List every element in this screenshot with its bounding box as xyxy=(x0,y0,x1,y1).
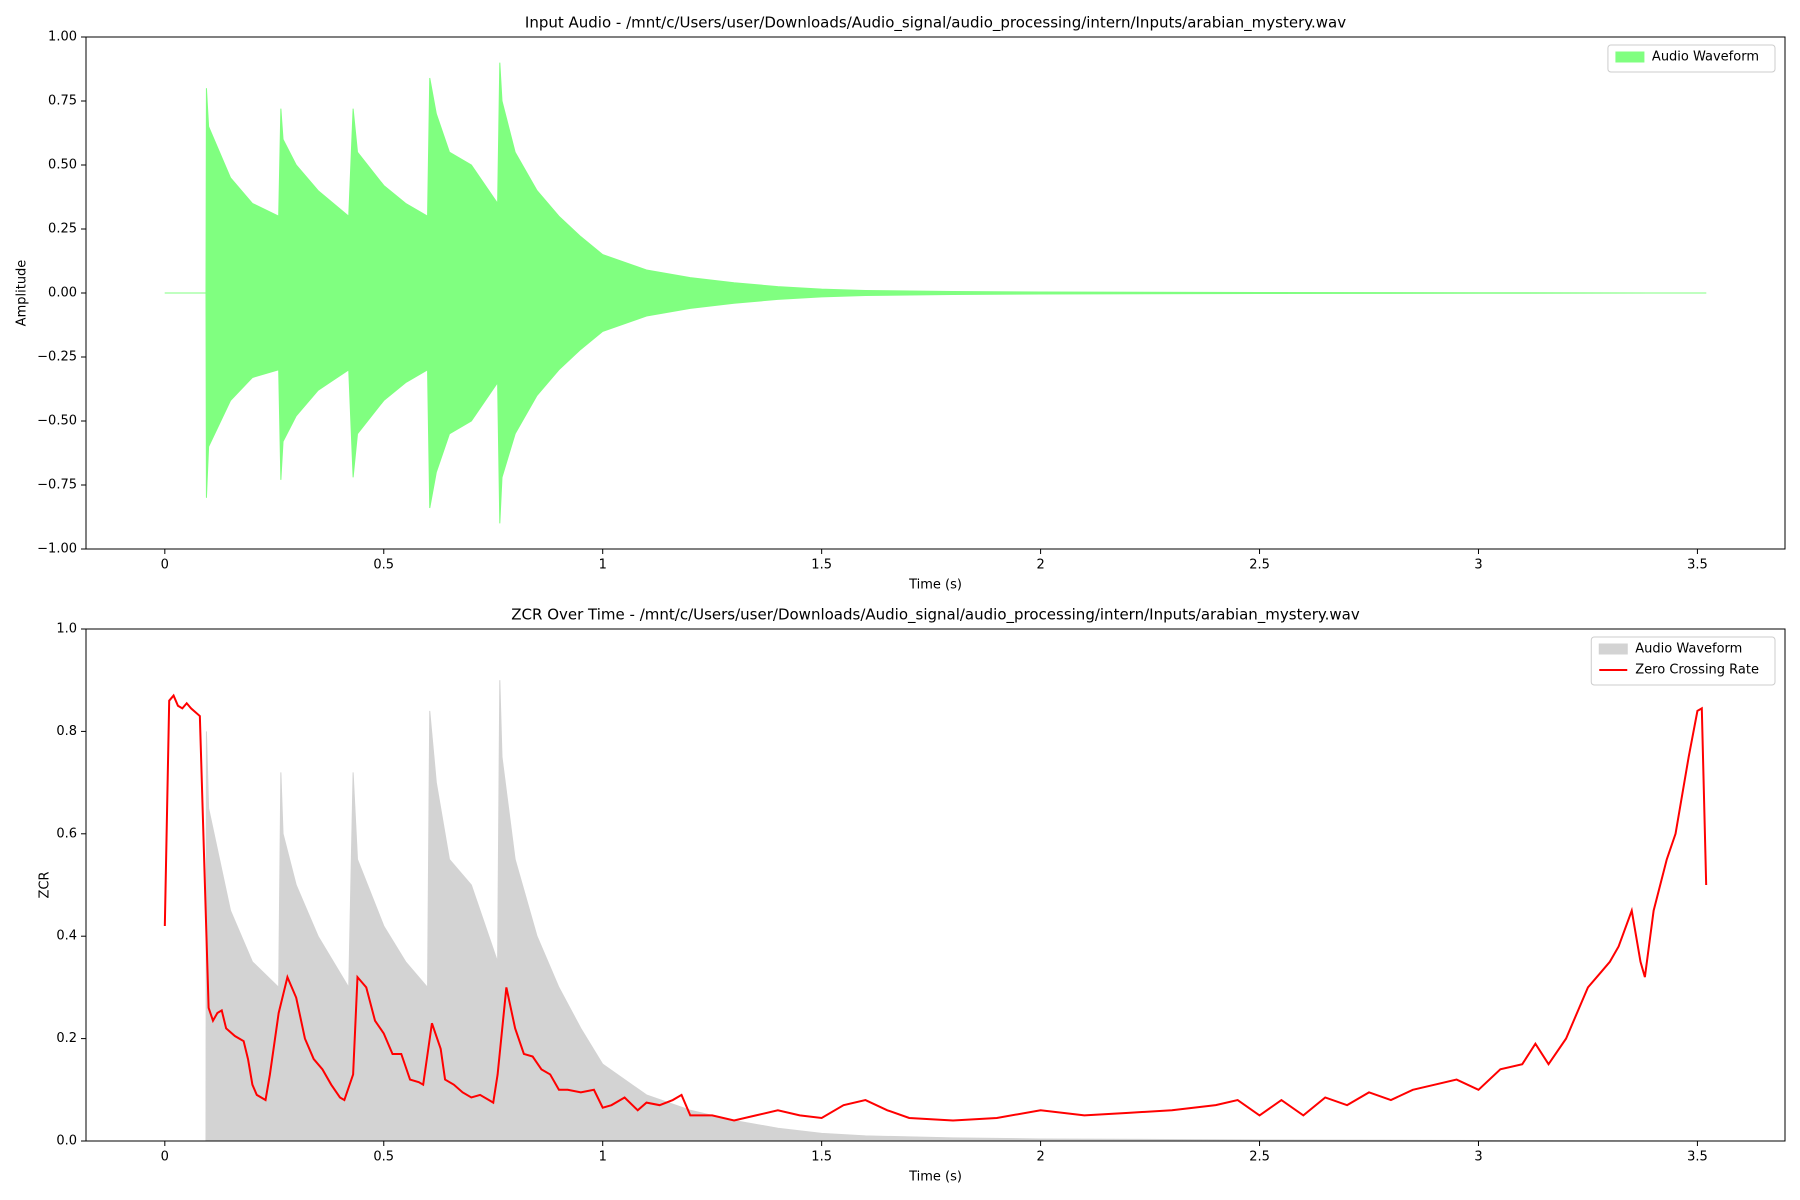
chart: ZCR Over Time - /mnt/c/Users/user/Downlo… xyxy=(38,606,1786,1185)
legend-swatch xyxy=(1598,643,1628,655)
x-tick-label: 1 xyxy=(599,1150,607,1165)
x-tick-label: 2.5 xyxy=(1249,1150,1270,1165)
y-tick-label: −1.00 xyxy=(37,542,77,557)
x-tick-label: 0 xyxy=(161,558,169,573)
legend-box xyxy=(1590,636,1776,686)
legend-label: Audio Waveform xyxy=(1652,50,1759,65)
x-tick-label: 1 xyxy=(599,558,607,573)
y-tick-label: 0.00 xyxy=(48,286,77,301)
y-tick-label: 0.4 xyxy=(56,929,77,944)
waveform-area xyxy=(164,292,1707,524)
legend-label: Zero Crossing Rate xyxy=(1635,663,1759,678)
y-axis-label: ZCR xyxy=(38,871,53,898)
legend-box xyxy=(1607,44,1776,73)
x-tick-label: 3.5 xyxy=(1687,1150,1708,1165)
chart-title: Input Audio - /mnt/c/Users/user/Download… xyxy=(525,14,1346,33)
legend: Audio Waveform Zero Crossing Rate xyxy=(1590,636,1776,686)
x-tick-label: 2.5 xyxy=(1249,558,1270,573)
y-tick-label: 0.75 xyxy=(48,94,77,109)
y-tick-label: 0.2 xyxy=(56,1031,77,1046)
y-tick-label: 1.0 xyxy=(56,622,77,637)
chart-title: ZCR Over Time - /mnt/c/Users/user/Downlo… xyxy=(511,606,1360,625)
y-tick-label: 0.6 xyxy=(56,826,77,841)
x-axis-label: Time (s) xyxy=(908,578,962,593)
y-tick-label: 0.25 xyxy=(48,222,77,237)
y-tick-label: 1.00 xyxy=(48,30,77,45)
x-tick-label: 0 xyxy=(161,1150,169,1165)
y-tick-label: 0.50 xyxy=(48,158,77,173)
y-tick-label: −0.25 xyxy=(37,350,77,365)
x-tick-label: 1.5 xyxy=(811,558,832,573)
y-tick-label: 0.0 xyxy=(56,1134,77,1149)
chart: Input Audio - /mnt/c/Users/user/Download… xyxy=(15,14,1786,593)
axes-frame xyxy=(85,628,1786,1142)
x-tick-label: 0.5 xyxy=(373,558,394,573)
y-tick-label: 0.8 xyxy=(56,724,77,739)
waveform-area xyxy=(164,62,1707,294)
legend-label: Audio Waveform xyxy=(1635,642,1742,657)
x-tick-label: 2 xyxy=(1036,1150,1044,1165)
legend-swatch xyxy=(1615,51,1645,63)
y-tick-label: −0.50 xyxy=(37,414,77,429)
x-tick-label: 3 xyxy=(1474,1150,1482,1165)
legend: Audio Waveform xyxy=(1607,44,1776,73)
waveform-area xyxy=(164,680,1707,1142)
x-tick-label: 3 xyxy=(1474,558,1482,573)
y-tick-label: −0.75 xyxy=(37,478,77,493)
x-tick-label: 1.5 xyxy=(811,1150,832,1165)
x-axis-label: Time (s) xyxy=(908,1170,962,1185)
y-axis-label: Amplitude xyxy=(15,260,30,327)
line xyxy=(163,693,1708,1122)
x-tick-label: 0.5 xyxy=(373,1150,394,1165)
x-tick-label: 2 xyxy=(1036,558,1044,573)
x-tick-label: 3.5 xyxy=(1687,558,1708,573)
